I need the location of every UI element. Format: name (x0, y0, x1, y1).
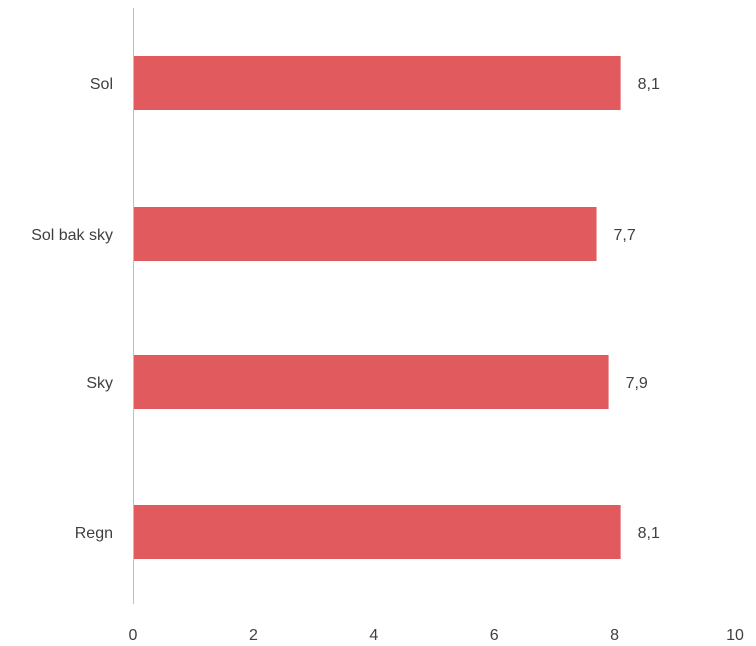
category-label: Sky (86, 375, 113, 392)
bar-sol (134, 56, 621, 110)
category-label: Regn (75, 525, 113, 542)
category-label: Sol bak sky (31, 227, 113, 244)
x-tick-label: 4 (369, 627, 378, 644)
x-tick-label: 8 (610, 627, 619, 644)
bar-sol-bak-sky (134, 207, 597, 261)
x-tick-labels-group: 0 2 4 6 8 10 (129, 627, 744, 644)
x-tick-label: 0 (129, 627, 138, 644)
x-tick-label: 2 (249, 627, 258, 644)
bar-sky (134, 355, 609, 409)
data-label: 7,9 (626, 375, 648, 392)
bar-regn (134, 505, 621, 559)
category-label: Sol (90, 76, 113, 93)
x-tick-label: 10 (726, 627, 744, 644)
data-label: 8,1 (638, 76, 660, 93)
data-labels-group: 8,1 7,7 7,9 8,1 (614, 76, 660, 542)
category-labels-group: Sol Sol bak sky Sky Regn (31, 76, 113, 542)
bars-group (134, 56, 621, 559)
data-label: 8,1 (638, 525, 660, 542)
x-tick-label: 6 (490, 627, 499, 644)
data-label: 7,7 (614, 227, 636, 244)
